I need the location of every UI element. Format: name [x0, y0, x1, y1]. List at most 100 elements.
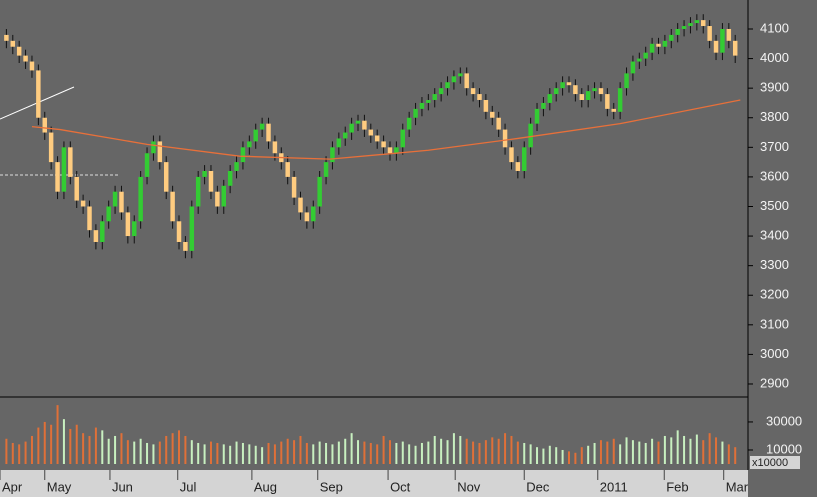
- volume-bar: [574, 452, 577, 464]
- volume-bar: [50, 424, 53, 464]
- volume-bar: [401, 441, 404, 464]
- candle-body: [330, 147, 335, 163]
- volume-bar: [612, 438, 615, 464]
- x-tick-label: Jul: [180, 479, 197, 494]
- candle-body: [144, 153, 150, 177]
- volume-unit: x10000: [752, 457, 788, 469]
- volume-bar: [139, 438, 142, 464]
- candle-body: [624, 73, 629, 89]
- volume-bar: [721, 441, 724, 464]
- volume-bar: [254, 445, 257, 464]
- candle-body: [227, 170, 233, 186]
- volume-bar: [209, 441, 212, 464]
- candle-body: [432, 94, 437, 100]
- volume-bar: [683, 435, 686, 464]
- candle-body: [528, 123, 533, 148]
- volume-bar: [267, 442, 270, 464]
- volume-bar: [178, 430, 181, 464]
- x-tick-label: Mar: [726, 479, 749, 494]
- candle-body: [202, 170, 207, 177]
- candle-body: [605, 94, 610, 109]
- volume-bar: [241, 442, 244, 464]
- volume-bar: [587, 445, 590, 464]
- volume-bar: [190, 440, 193, 464]
- candle-body: [496, 117, 501, 130]
- candle-body: [157, 141, 163, 163]
- candle-body: [566, 82, 572, 86]
- volume-bar: [695, 434, 698, 464]
- candle-body: [151, 141, 156, 154]
- volume-bar: [94, 427, 97, 464]
- candle-body: [662, 40, 668, 47]
- candle-body: [451, 76, 457, 83]
- candle-body: [23, 55, 28, 62]
- candle-body: [541, 102, 546, 109]
- volume-bar: [261, 447, 264, 464]
- candle-body: [643, 52, 648, 59]
- x-tick-label: Aug: [254, 479, 277, 494]
- candle-body: [592, 88, 597, 92]
- volume-bar: [216, 442, 219, 464]
- volume-bar: [510, 435, 513, 464]
- candle-body: [573, 85, 578, 95]
- volume-bar: [299, 435, 302, 464]
- candle-body: [534, 108, 540, 124]
- y-tick-label: 3600: [760, 168, 789, 183]
- volume-bar: [382, 435, 385, 464]
- candle-body: [48, 132, 54, 163]
- volume-bar: [325, 442, 328, 464]
- candle-body: [726, 28, 732, 41]
- volume-bar: [37, 427, 40, 464]
- candle-body: [74, 176, 79, 201]
- y-tick-label: 3900: [760, 80, 789, 95]
- candle-body: [579, 94, 585, 100]
- volume-bar: [222, 444, 225, 464]
- candle-body: [29, 61, 35, 71]
- candle-body: [80, 200, 86, 207]
- volume-bar: [107, 438, 110, 464]
- volume-bar: [459, 435, 462, 464]
- candle-body: [630, 61, 636, 74]
- candle-body: [87, 206, 92, 231]
- volume-bar: [133, 441, 136, 464]
- volume-bar: [638, 441, 641, 464]
- volume-bar: [305, 442, 308, 464]
- volume-bar: [5, 438, 8, 464]
- candle-body: [323, 162, 329, 177]
- candle-body: [234, 162, 239, 171]
- candle-body: [336, 138, 342, 148]
- volume-bar: [62, 419, 65, 464]
- candle-body: [585, 91, 591, 100]
- volume-bar: [542, 448, 545, 464]
- volume-bar: [465, 438, 468, 464]
- volume-bar: [644, 442, 647, 464]
- volume-bar: [446, 440, 449, 464]
- candle-body: [195, 176, 201, 207]
- candle-body: [93, 230, 99, 242]
- candle-body: [304, 212, 310, 222]
- candle-body: [688, 23, 693, 27]
- candle-body: [477, 94, 482, 100]
- candle-body: [515, 162, 521, 171]
- candle-body: [458, 73, 463, 77]
- candle-body: [132, 221, 137, 237]
- candle-body: [464, 73, 469, 89]
- volume-bar: [165, 435, 168, 464]
- y-tick-label: 3200: [760, 287, 789, 302]
- volume-bar: [472, 441, 475, 464]
- volume-bar: [708, 433, 711, 464]
- candle-body: [311, 206, 316, 222]
- volume-bar: [158, 441, 161, 464]
- candle-body: [445, 82, 450, 89]
- volume-bar: [101, 430, 104, 464]
- volume-bar: [651, 438, 654, 464]
- candle-body: [502, 129, 508, 148]
- volume-bar: [433, 435, 436, 464]
- candle-body: [259, 123, 265, 130]
- y-tick-label: 3400: [760, 228, 789, 243]
- candle-body: [125, 212, 131, 237]
- volume-bar: [561, 449, 564, 464]
- candle-body: [413, 108, 418, 118]
- volume-bar: [606, 441, 609, 464]
